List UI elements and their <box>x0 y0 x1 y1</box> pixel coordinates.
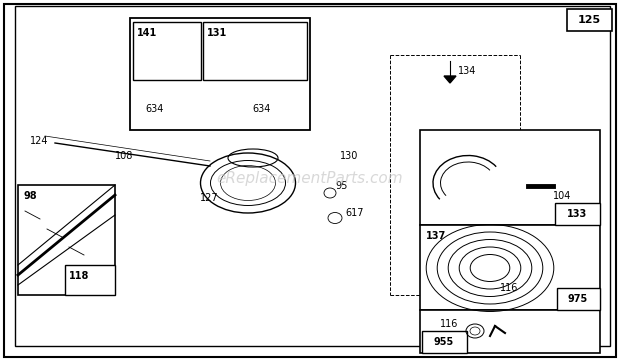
Text: 116: 116 <box>500 283 518 293</box>
Bar <box>420 310 600 353</box>
Text: 108: 108 <box>115 151 133 161</box>
Text: 955: 955 <box>434 337 454 347</box>
Bar <box>555 203 600 225</box>
Text: 130: 130 <box>340 151 358 161</box>
Bar <box>420 130 600 225</box>
Text: 617: 617 <box>345 208 363 218</box>
Text: 127: 127 <box>200 193 219 203</box>
Text: 95: 95 <box>335 181 347 191</box>
Bar <box>133 22 201 80</box>
Text: 975: 975 <box>568 294 588 304</box>
Bar <box>420 225 600 310</box>
Bar <box>18 185 115 295</box>
Text: 634: 634 <box>145 104 164 114</box>
Polygon shape <box>444 76 456 83</box>
Text: 634: 634 <box>252 104 270 114</box>
Text: 98: 98 <box>23 191 37 201</box>
Text: 137: 137 <box>426 231 446 241</box>
Bar <box>567 9 612 31</box>
Bar <box>557 288 600 310</box>
Bar <box>130 18 310 130</box>
Text: 134: 134 <box>458 66 476 76</box>
Text: 125: 125 <box>577 15 601 25</box>
Text: 131: 131 <box>207 28 228 38</box>
Text: eReplacementParts.com: eReplacementParts.com <box>216 170 404 186</box>
Text: 133: 133 <box>567 209 587 219</box>
Text: 118: 118 <box>69 271 89 281</box>
Bar <box>203 22 307 80</box>
Text: 116: 116 <box>440 319 458 329</box>
Bar <box>422 331 467 353</box>
Bar <box>65 265 115 295</box>
Text: 141: 141 <box>137 28 157 38</box>
Text: 124: 124 <box>30 136 48 146</box>
Text: 104: 104 <box>553 191 572 201</box>
